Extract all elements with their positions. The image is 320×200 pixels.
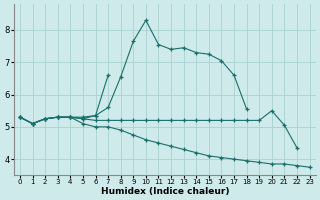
X-axis label: Humidex (Indice chaleur): Humidex (Indice chaleur) — [100, 187, 229, 196]
